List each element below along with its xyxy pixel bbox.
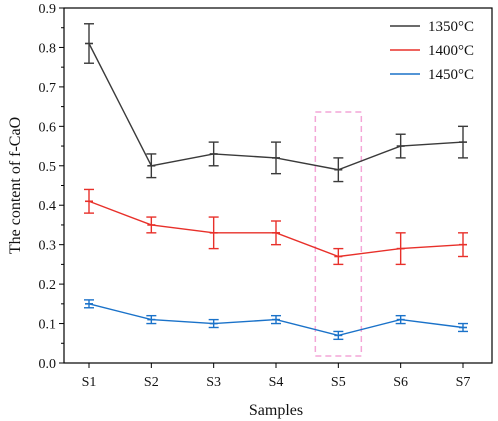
highlight-box <box>314 111 363 357</box>
x-tick-label: S1 <box>82 375 97 390</box>
y-tick-label: 0.7 <box>39 81 57 96</box>
x-tick-label: S5 <box>331 375 346 390</box>
x-axis-title: Samples <box>249 402 303 419</box>
y-tick-label: 0.0 <box>39 357 57 372</box>
y-tick-label: 0.2 <box>39 278 57 293</box>
series-0 <box>84 23 468 183</box>
y-tick-label: 0.8 <box>39 41 57 56</box>
legend-label: 1400°C <box>428 43 474 59</box>
y-tick-label: 0.5 <box>39 160 57 175</box>
plot-frame <box>63 7 493 364</box>
legend-label: 1350°C <box>428 19 474 35</box>
y-tick-label: 0.6 <box>39 120 57 135</box>
y-tick-label: 0.1 <box>39 318 57 333</box>
series-1 <box>84 188 468 266</box>
x-tick-label: S6 <box>393 375 408 390</box>
y-tick-label: 0.4 <box>39 199 57 214</box>
y-tick-label: 0.3 <box>39 239 57 254</box>
x-tick-label: S7 <box>456 375 471 390</box>
x-tick-label: S3 <box>206 375 221 390</box>
x-tick-label: S2 <box>144 375 159 390</box>
series-2 <box>84 299 468 341</box>
y-axis-title: The content of f-CaO <box>7 117 24 254</box>
legend-label: 1450°C <box>428 67 474 83</box>
x-tick-label: S4 <box>269 375 284 390</box>
y-tick-label: 0.9 <box>39 2 57 17</box>
